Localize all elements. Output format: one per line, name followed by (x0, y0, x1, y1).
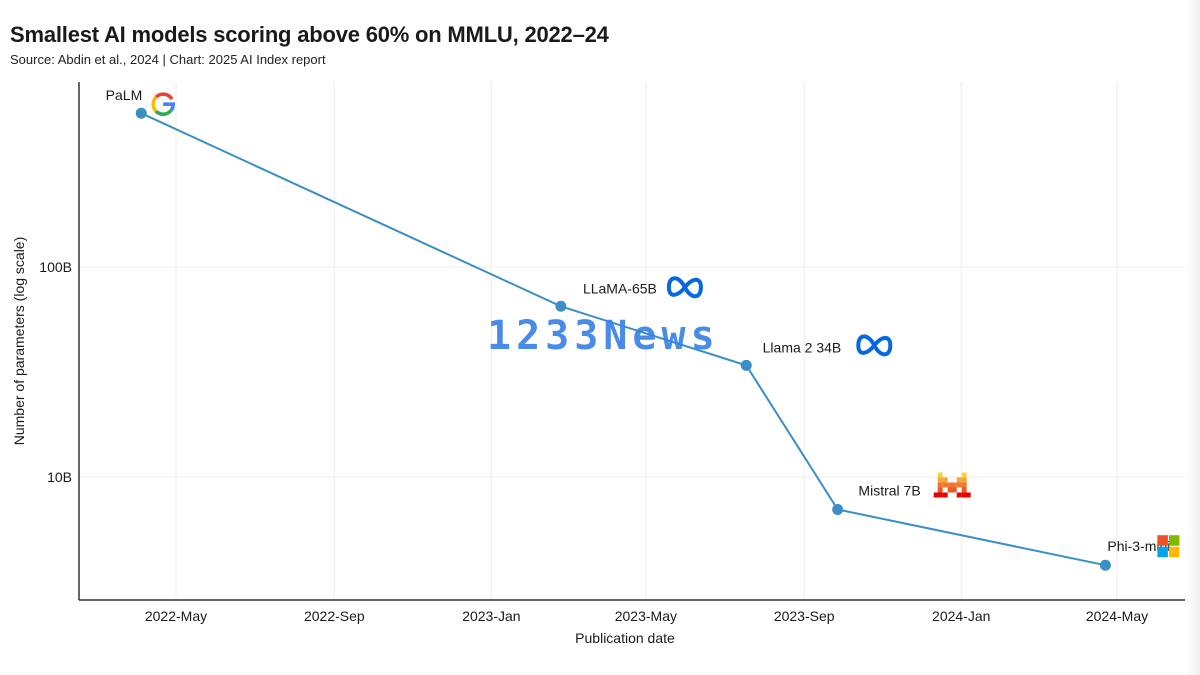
meta-logo-icon (666, 276, 703, 299)
x-tick-label: 2023-Jan (462, 608, 520, 624)
point-label: Llama 2 34B (763, 339, 842, 355)
point-label: PaLM (106, 87, 143, 103)
y-tick-label: 10B (47, 469, 72, 485)
data-point (832, 504, 844, 516)
point-label: LLaMA-65B (583, 280, 657, 296)
microsoft-logo-icon (1157, 535, 1180, 558)
mistral-logo-icon (933, 472, 971, 498)
x-tick-label: 2024-May (1086, 608, 1148, 624)
x-tick-label: 2022-May (145, 608, 207, 624)
x-tick-label: 2022-Sep (304, 608, 365, 624)
google-logo-icon (151, 92, 176, 117)
meta-logo-icon (856, 334, 893, 357)
chart-subtitle: Source: Abdin et al., 2024 | Chart: 2025… (10, 52, 326, 67)
right-edge-fade (1186, 0, 1200, 675)
data-point (135, 107, 147, 119)
chart-title: Smallest AI models scoring above 60% on … (10, 22, 609, 47)
y-tick-label: 100B (39, 259, 72, 275)
x-tick-label: 2023-Sep (774, 608, 835, 624)
point-label: Mistral 7B (858, 483, 920, 499)
x-tick-label: 2023-May (615, 608, 677, 624)
data-point (740, 359, 752, 371)
data-point (555, 300, 567, 312)
point-label: Phi-3-mini (1107, 538, 1170, 554)
y-axis-title: Number of parameters (log scale) (11, 237, 27, 446)
x-tick-label: 2024-Jan (932, 608, 990, 624)
data-point (1099, 559, 1111, 571)
x-axis-title: Publication date (575, 630, 675, 646)
watermark-text: 1233News (487, 313, 720, 359)
